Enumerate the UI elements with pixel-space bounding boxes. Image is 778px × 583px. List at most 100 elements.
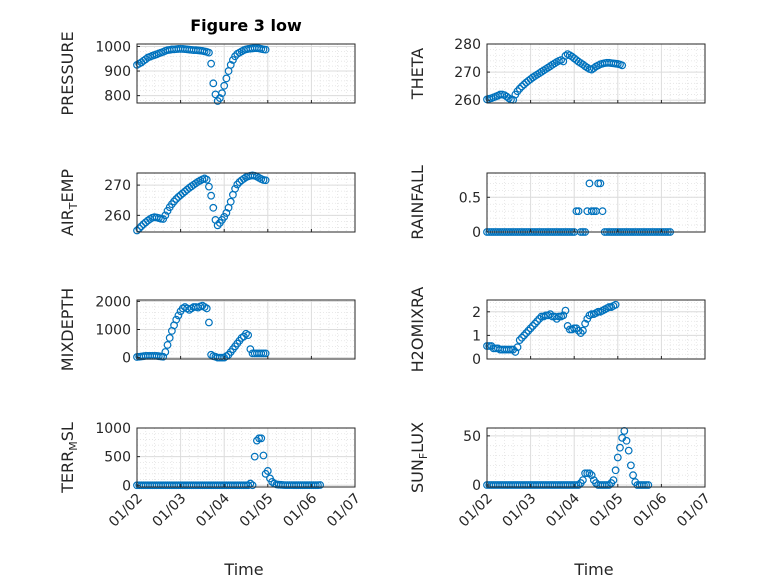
data-point (257, 434, 266, 443)
data-point (250, 452, 259, 461)
data-point (511, 348, 520, 356)
x-tick-label: 01/05 (237, 491, 277, 531)
data-point (163, 341, 172, 349)
data-point (642, 481, 651, 489)
y-axis-label: PRESSURE (58, 31, 77, 115)
data-point (509, 345, 518, 354)
y-tick-label: 1000 (95, 39, 131, 55)
data-point (572, 481, 581, 489)
data-point (574, 207, 583, 216)
x-tick-label: 01/07 (324, 491, 364, 531)
data-point (261, 45, 270, 54)
x-tick-label: 01/03 (500, 491, 540, 531)
data-point (520, 331, 528, 340)
data-point (316, 481, 325, 489)
data-point (587, 471, 596, 480)
y-axis-label: THETA (408, 48, 427, 100)
data-point (226, 197, 235, 206)
data-point (561, 306, 570, 315)
data-point (574, 326, 583, 335)
data-point (533, 317, 542, 326)
data-point (644, 481, 653, 489)
data-point (165, 334, 174, 342)
y-axis-label: AIRTEMP (58, 169, 80, 236)
x-tick-label: 01/07 (674, 491, 714, 531)
x-tick-label: 01/02 (106, 491, 146, 531)
y-tick-label: 0 (472, 478, 481, 494)
plot-area (137, 428, 355, 487)
data-point (611, 300, 620, 309)
data-point (579, 326, 587, 335)
data-point (239, 174, 248, 183)
y-tick-label: 500 (104, 450, 131, 466)
x-axis-label: Time (223, 560, 263, 579)
plot-area (137, 173, 355, 232)
data-point (622, 436, 631, 445)
data-point (559, 311, 568, 320)
data-point (226, 60, 235, 69)
data-point (583, 469, 592, 478)
y-tick-label: 2000 (95, 294, 131, 310)
data-point (576, 329, 585, 337)
data-point (504, 345, 513, 354)
y-axis-label: RAINFALL (408, 165, 427, 240)
y-tick-label: 1000 (95, 421, 131, 437)
data-point (574, 481, 583, 489)
data-point (220, 81, 229, 90)
data-point (572, 324, 581, 333)
data-point (161, 211, 170, 220)
data-point (531, 319, 539, 328)
data-point (209, 79, 218, 88)
data-point (507, 345, 515, 354)
data-point (605, 481, 613, 489)
panel-sun-flux: 0 50 SUNFLUX 01/02 01/03 01/04 01/05 01/06 01/07… (408, 422, 714, 579)
data-point (174, 311, 183, 320)
data-point (605, 303, 613, 311)
panel-air-temp: 260 270 AIRTEMP (58, 169, 356, 236)
data-point (257, 349, 266, 358)
panel-mixdepth: 0 1000 2000 MIXDEPTH (58, 288, 356, 371)
x-tick-label: 01/06 (280, 490, 320, 530)
y-axis-label: SUNFLUX (408, 422, 430, 493)
y-tick-label: 800 (104, 89, 131, 105)
data-point (161, 348, 170, 356)
data-point (618, 61, 627, 70)
y-tick-label: 0 (122, 478, 131, 494)
data-point (624, 446, 633, 455)
data-point (244, 331, 253, 340)
y-tick-label: 260 (454, 93, 481, 109)
plot-area (137, 44, 355, 103)
data-point (248, 481, 257, 490)
data-point (205, 182, 213, 191)
y-tick-label: 0.5 (459, 190, 481, 206)
x-tick-label: 01/04 (193, 490, 233, 530)
data-point (587, 207, 596, 216)
axes-box (136, 43, 356, 104)
data-point (555, 312, 563, 321)
data-point (572, 207, 581, 216)
panel-terr-msl: 0 500 1000 TERRMSL 01/02 01/03 01/04 01/05 01/06… (58, 421, 364, 579)
data-point (207, 191, 216, 200)
data-point (626, 461, 635, 470)
data-point (546, 310, 555, 319)
figure-title: Figure 3 low (190, 16, 302, 35)
y-tick-label: 270 (104, 178, 131, 194)
data-point (585, 179, 594, 188)
data-point (261, 176, 270, 185)
x-tick-label: 01/04 (543, 490, 583, 530)
data-point (596, 179, 605, 188)
panel-h2omixra: 0 1 2 H2OMIXRA (408, 287, 706, 372)
data-point (594, 179, 603, 188)
data-point (552, 314, 561, 323)
data-point (252, 436, 261, 445)
y-axis-label: MIXDEPTH (58, 288, 77, 371)
data-point (528, 322, 537, 330)
data-point (246, 345, 255, 354)
data-point (202, 175, 211, 184)
data-point (215, 94, 224, 102)
data-point (255, 434, 263, 443)
data-point (585, 469, 594, 478)
x-tick-label: 01/05 (587, 491, 627, 531)
data-point (261, 349, 270, 358)
data-point (535, 314, 544, 323)
